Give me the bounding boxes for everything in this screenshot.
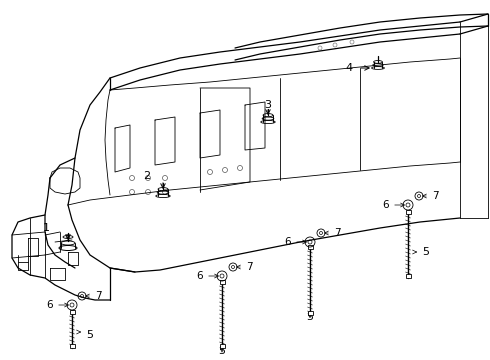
Text: 1: 1	[43, 223, 50, 233]
Text: 5: 5	[307, 312, 314, 322]
Text: 5: 5	[86, 330, 93, 340]
Text: 7: 7	[432, 191, 439, 201]
Bar	[308, 245, 313, 249]
Text: 7: 7	[246, 262, 253, 272]
Bar	[70, 310, 74, 314]
Text: 7: 7	[334, 228, 341, 238]
Bar	[70, 344, 74, 348]
Text: 6: 6	[47, 300, 53, 310]
Bar	[308, 311, 313, 315]
Bar	[406, 274, 411, 278]
Text: 3: 3	[265, 100, 271, 110]
Text: 2: 2	[143, 171, 150, 181]
Text: 6: 6	[284, 237, 291, 247]
Bar	[220, 344, 224, 348]
Text: 5: 5	[422, 247, 429, 257]
Text: 6: 6	[196, 271, 203, 281]
Text: 6: 6	[382, 200, 389, 210]
Text: 7: 7	[95, 291, 101, 301]
Text: 4: 4	[346, 63, 353, 73]
Bar	[406, 210, 411, 214]
Bar	[220, 280, 224, 284]
Text: 5: 5	[219, 346, 225, 356]
